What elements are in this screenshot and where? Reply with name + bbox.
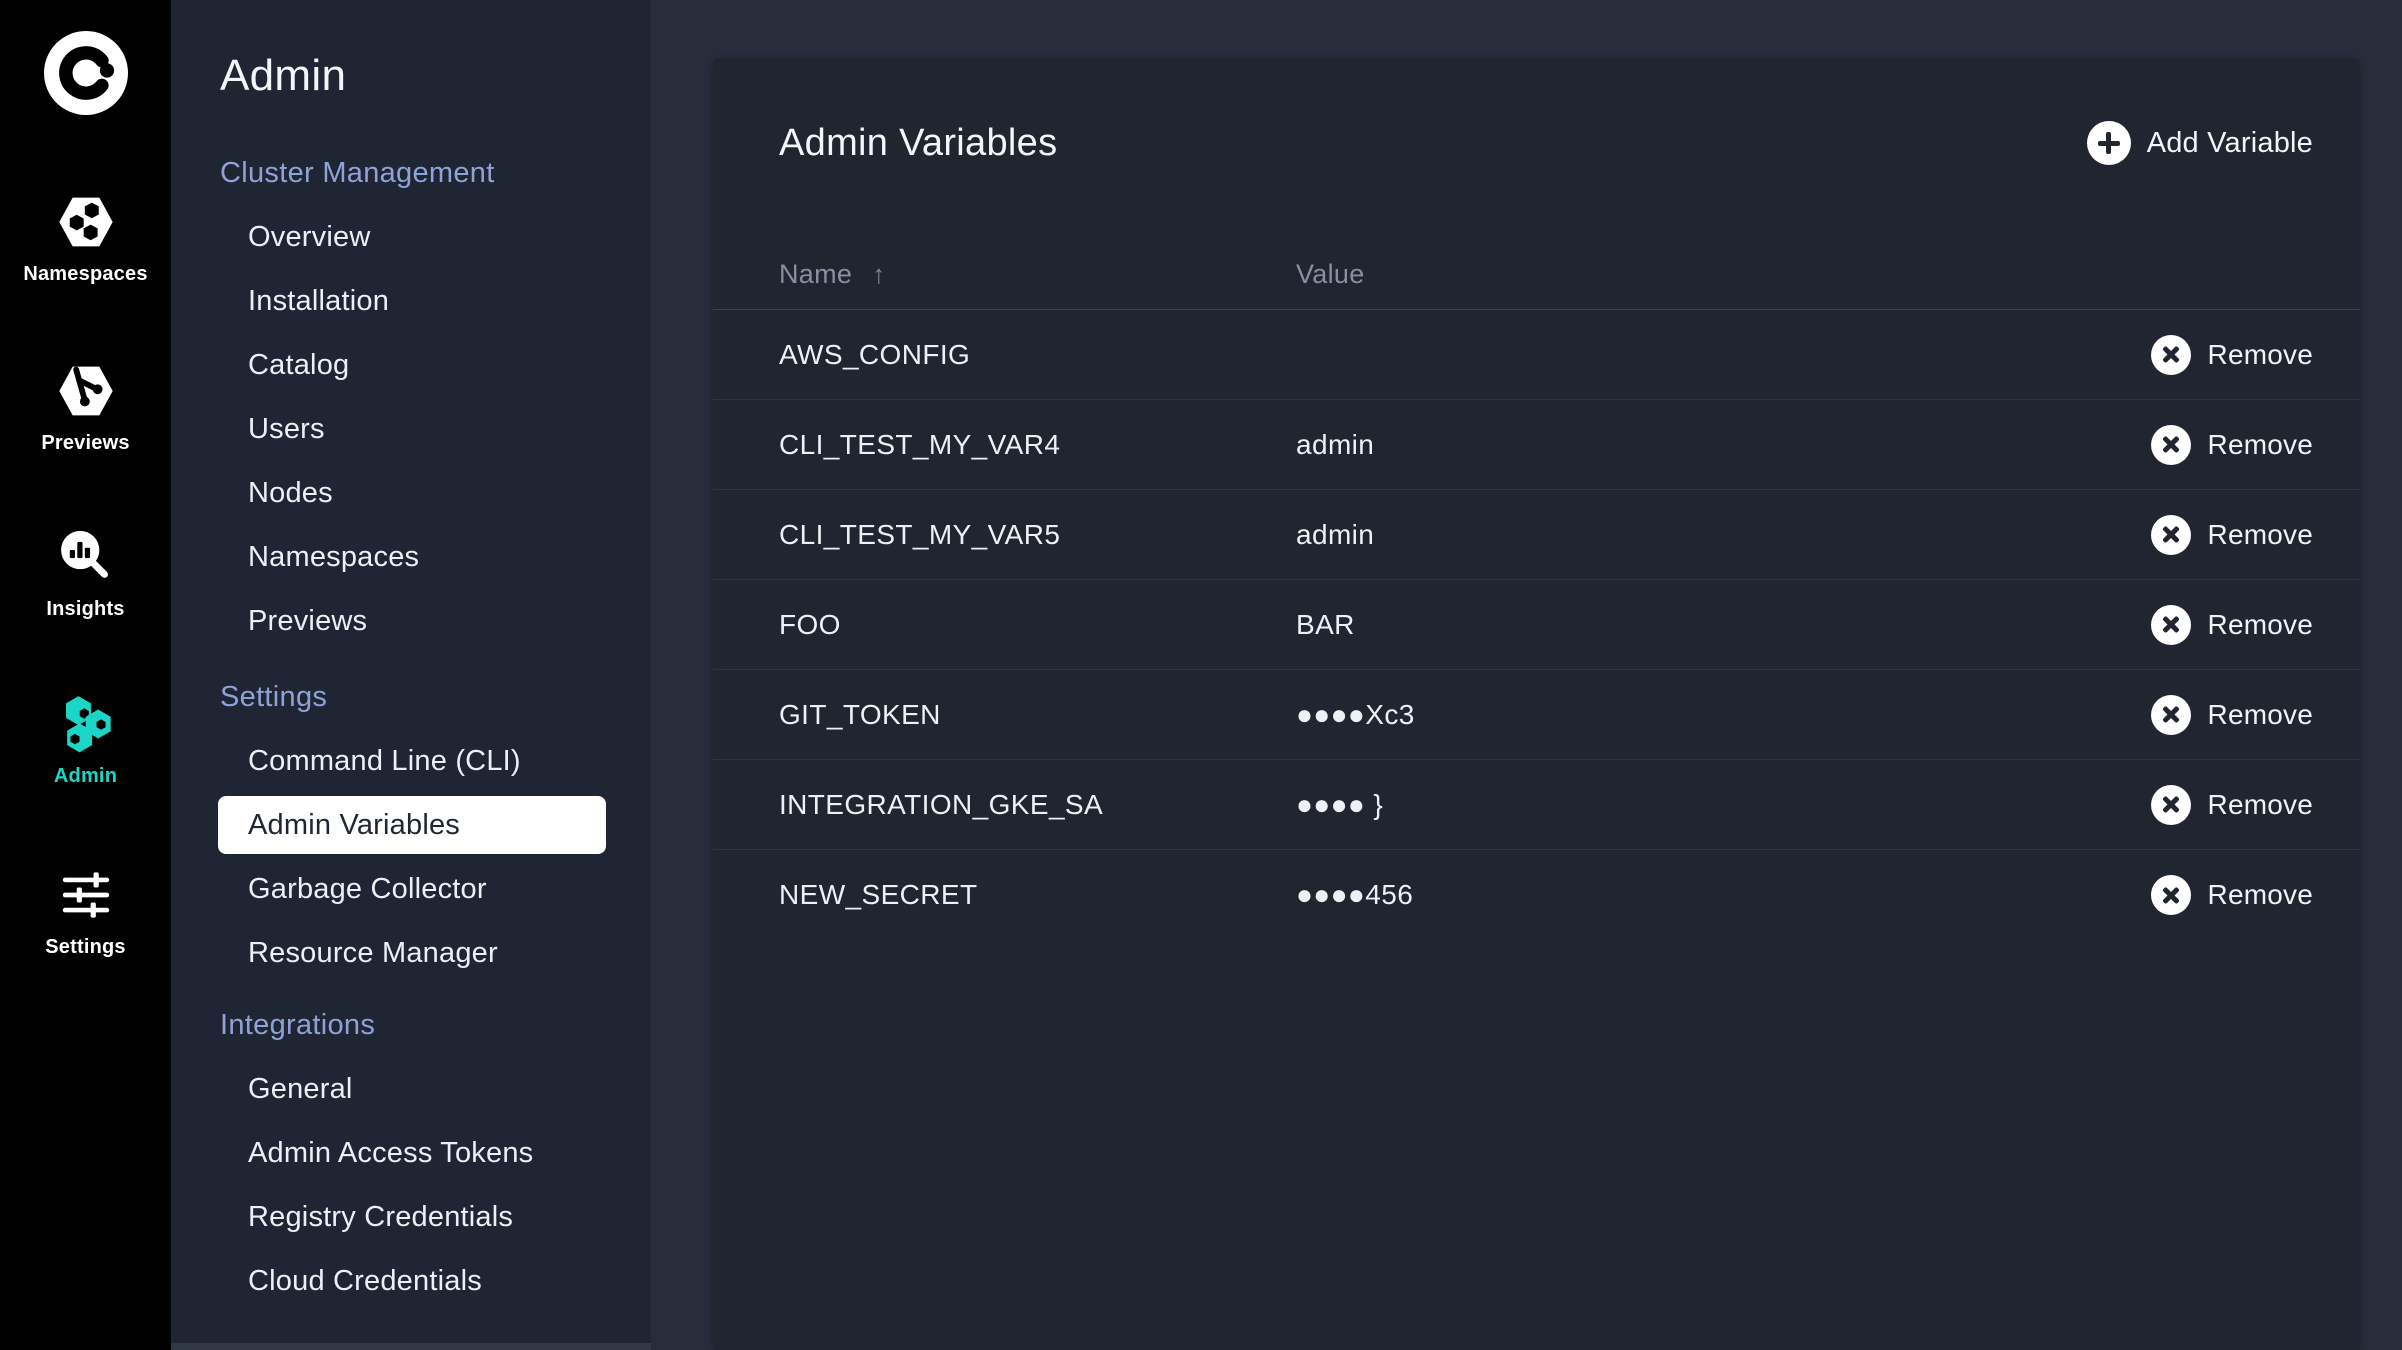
row-value: ●●●●Xc3 bbox=[1296, 698, 1415, 730]
sidebar-section: Settings Command Line (CLI) Admin Variabl… bbox=[171, 665, 651, 985]
remove-button[interactable]: Remove bbox=[2150, 334, 2313, 375]
remove-button[interactable]: Remove bbox=[2150, 424, 2313, 465]
row-value: admin bbox=[1296, 518, 1375, 550]
rail-item-admin[interactable]: Admin bbox=[0, 695, 171, 788]
settings-icon bbox=[57, 866, 115, 924]
row-name: NEW_SECRET bbox=[779, 879, 978, 910]
rail-item-settings[interactable]: Settings bbox=[0, 866, 171, 959]
table-row: FOO BAR Remove bbox=[713, 580, 2360, 670]
table-row: INTEGRATION_GKE_SA ●●●● } Remove bbox=[713, 760, 2360, 850]
sidebar-item-previews[interactable]: Previews bbox=[248, 604, 368, 637]
remove-x-icon bbox=[2150, 784, 2191, 825]
remove-x-icon bbox=[2150, 875, 2191, 915]
remove-button[interactable]: Remove bbox=[2150, 604, 2313, 645]
table-header: Name ↑ Value bbox=[713, 240, 2360, 310]
sidebar-item-overview[interactable]: Overview bbox=[248, 220, 371, 253]
sidebar-section-header: Cluster Management bbox=[220, 157, 495, 189]
table-row: AWS_CONFIG Remove bbox=[713, 310, 2360, 400]
sidebar-item-nodes[interactable]: Nodes bbox=[248, 476, 333, 509]
sidebar-section: Integrations General Admin Access Tokens R… bbox=[171, 993, 651, 1313]
admin-variables-card: Admin Variables Add Variable Name ↑ Valu… bbox=[713, 58, 2360, 1350]
add-variable-button[interactable]: Add Variable bbox=[2086, 121, 2313, 165]
sidebar-item-registry-credentials[interactable]: Registry Credentials bbox=[248, 1200, 514, 1233]
row-name: AWS_CONFIG bbox=[779, 338, 971, 370]
rail-item-insights[interactable]: Insights bbox=[0, 528, 171, 621]
table-row: GIT_TOKEN ●●●●Xc3 Remove bbox=[713, 670, 2360, 760]
column-header-name[interactable]: Name ↑ bbox=[779, 259, 886, 289]
admin-sidebar: Admin Cluster Management Overview Install… bbox=[171, 0, 651, 1350]
remove-x-icon bbox=[2150, 604, 2191, 645]
sidebar-title: Admin bbox=[220, 51, 347, 100]
table-row: NEW_SECRET ●●●●456 Remove bbox=[713, 850, 2360, 940]
remove-x-icon bbox=[2150, 334, 2191, 375]
remove-button[interactable]: Remove bbox=[2150, 514, 2313, 555]
sidebar-section-header: Settings bbox=[220, 681, 328, 713]
row-name: CLI_TEST_MY_VAR4 bbox=[779, 428, 1061, 460]
remove-button[interactable]: Remove bbox=[2150, 694, 2313, 735]
remove-button[interactable]: Remove bbox=[2150, 784, 2313, 825]
row-name: FOO bbox=[779, 608, 841, 640]
admin-icon bbox=[57, 695, 115, 753]
plus-icon bbox=[2086, 121, 2131, 165]
previews-icon bbox=[57, 362, 115, 420]
sidebar-item-namespaces[interactable]: Namespaces bbox=[248, 540, 420, 573]
sort-asc-icon: ↑ bbox=[872, 259, 886, 289]
table-row: CLI_TEST_MY_VAR5 admin Remove bbox=[713, 490, 2360, 580]
sidebar-item-catalog[interactable]: Catalog bbox=[248, 348, 350, 381]
rail-item-namespaces[interactable]: Namespaces bbox=[0, 193, 171, 286]
remove-x-icon bbox=[2150, 424, 2191, 465]
row-value: ●●●● } bbox=[1296, 788, 1384, 820]
primary-rail: Namespaces Previews Insights Admin Setti… bbox=[0, 0, 171, 1350]
table-body: AWS_CONFIG Remove CLI_TEST_MY_VAR4 admin… bbox=[713, 310, 2360, 940]
rail-item-previews[interactable]: Previews bbox=[0, 362, 171, 455]
page-title: Admin Variables bbox=[779, 121, 1058, 164]
sidebar-item-resource-manager[interactable]: Resource Manager bbox=[248, 936, 498, 969]
sidebar-item-users[interactable]: Users bbox=[248, 412, 325, 445]
table-row: CLI_TEST_MY_VAR4 admin Remove bbox=[713, 400, 2360, 490]
card-header: Admin Variables Add Variable bbox=[779, 113, 2313, 173]
sidebar-item-garbage-collector[interactable]: Garbage Collector bbox=[248, 872, 487, 905]
remove-x-icon bbox=[2150, 694, 2191, 735]
row-name: CLI_TEST_MY_VAR5 bbox=[779, 518, 1061, 550]
main-content: Admin Variables Add Variable Name ↑ Valu… bbox=[651, 0, 2402, 1350]
row-name: GIT_TOKEN bbox=[779, 698, 941, 730]
sidebar-item-installation[interactable]: Installation bbox=[248, 284, 390, 317]
sidebar-item-command-line-cli[interactable]: Command Line (CLI) bbox=[248, 744, 521, 777]
remove-x-icon bbox=[2150, 514, 2191, 555]
remove-button[interactable]: Remove bbox=[2150, 875, 2313, 915]
sidebar-section-header: Integrations bbox=[220, 1009, 376, 1041]
sidebar-item-admin-variables[interactable]: Admin Variables bbox=[218, 796, 606, 854]
column-header-value[interactable]: Value bbox=[1296, 259, 1365, 289]
sidebar-section: Cluster Management Overview Installation C… bbox=[171, 141, 651, 653]
row-value: ●●●●456 bbox=[1296, 879, 1414, 910]
sidebar-sections: Cluster Management Overview Installation C… bbox=[171, 141, 651, 1313]
sidebar-item-admin-access-tokens[interactable]: Admin Access Tokens bbox=[248, 1136, 534, 1169]
row-value: BAR bbox=[1296, 608, 1355, 640]
row-value: admin bbox=[1296, 428, 1375, 460]
row-name: INTEGRATION_GKE_SA bbox=[779, 788, 1104, 820]
sidebar-item-cloud-credentials[interactable]: Cloud Credentials bbox=[248, 1264, 482, 1297]
okteto-logo-icon[interactable] bbox=[0, 31, 171, 115]
sidebar-scrollbar[interactable] bbox=[171, 1343, 651, 1350]
namespaces-icon bbox=[57, 193, 115, 251]
sidebar-item-general[interactable]: General bbox=[248, 1072, 353, 1105]
insights-icon bbox=[57, 528, 115, 586]
